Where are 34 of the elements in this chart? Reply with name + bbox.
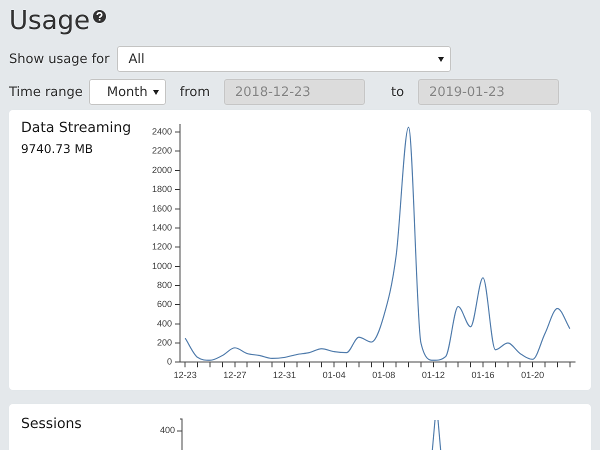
text: Time range <box>9 84 83 100</box>
y-tick-label: 1400 <box>152 222 172 232</box>
line-series <box>184 126 570 361</box>
y-tick-label: 1600 <box>152 203 172 214</box>
text: Sessions <box>20 415 83 434</box>
text: from <box>180 84 210 100</box>
y-tick-label: 600 <box>156 299 172 310</box>
y-tick-label: 1000 <box>152 260 172 271</box>
y-tick-label: 800 <box>156 280 172 290</box>
text: 2018-12-23 <box>224 79 366 105</box>
x-tick-label: 01-08 <box>372 370 396 380</box>
text: All <box>117 46 452 72</box>
x-tick-label: 12-31 <box>272 370 296 380</box>
text: to <box>391 84 404 100</box>
y-tick-label: 2200 <box>152 146 172 156</box>
y-tick-label: 200 <box>156 338 172 348</box>
text: 2019-01-23 <box>418 79 560 105</box>
x-tick-label: 01-12 <box>422 370 445 380</box>
x-tick-label: 01-04 <box>322 370 346 380</box>
x-tick-label: 12-27 <box>223 370 246 380</box>
y-tick-label: 1800 <box>152 184 172 194</box>
x-tick-label: 01-16 <box>471 370 494 380</box>
y-tick-label: 0 <box>167 356 172 367</box>
text: Show usage for <box>9 52 110 66</box>
chart-title: Data Streaming <box>21 120 132 136</box>
x-tick-label: 01-20 <box>521 370 544 380</box>
text: 9740.73 MB <box>21 142 94 156</box>
y-tick-label: 1200 <box>152 242 172 252</box>
x-tick-label: 12-23 <box>174 370 197 380</box>
y-tick-label: 2400 <box>152 126 172 137</box>
y-tick-label: 2000 <box>152 164 172 175</box>
y-tick-label: 400 <box>156 318 172 328</box>
text: Usage <box>9 6 90 36</box>
text: Month <box>88 79 166 105</box>
